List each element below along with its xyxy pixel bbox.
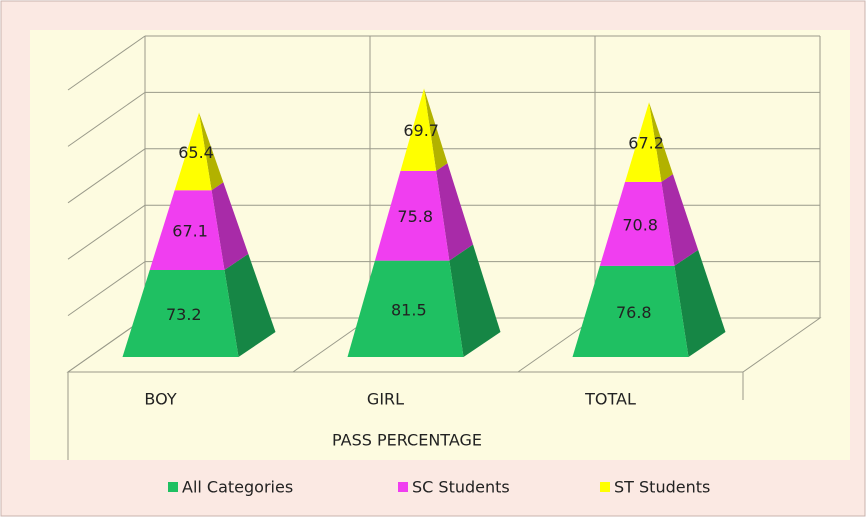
pyramid-front xyxy=(174,112,212,191)
grid-line xyxy=(67,261,146,317)
grid-line xyxy=(67,35,146,91)
pyramid-side xyxy=(424,88,448,171)
pyramid-front xyxy=(625,102,662,182)
pyramid-front xyxy=(572,265,689,357)
pyramid-side xyxy=(436,163,474,261)
pyramid-front xyxy=(599,181,675,266)
grid-line xyxy=(67,91,146,147)
legend-label: SC Students xyxy=(412,478,510,497)
data-label: 69.7 xyxy=(403,121,439,140)
x-tick-label: BOY xyxy=(144,390,176,409)
pyramid-front xyxy=(347,260,464,357)
pyramid-side xyxy=(674,249,726,357)
x-tick-label: TOTAL xyxy=(584,390,636,409)
pyramid-front xyxy=(400,88,437,171)
grid-line xyxy=(67,204,146,260)
data-label: 73.2 xyxy=(166,305,202,324)
data-label: 75.8 xyxy=(397,207,433,226)
legend-swatch xyxy=(398,482,408,492)
pyramid-side xyxy=(211,182,249,270)
data-label: 65.4 xyxy=(178,143,214,162)
pyramid-side xyxy=(224,253,276,357)
pyramid-front xyxy=(374,170,450,261)
legend-swatch xyxy=(600,482,610,492)
data-label: 81.5 xyxy=(391,300,427,319)
pyramid-side xyxy=(661,174,699,266)
data-label: 76.8 xyxy=(616,303,652,322)
legend-label: All Categories xyxy=(182,478,293,497)
pyramid-front xyxy=(122,269,239,357)
x-axis-label: PASS PERCENTAGE xyxy=(332,431,482,450)
legend-label: ST Students xyxy=(614,478,710,497)
grid-line xyxy=(67,148,146,204)
pyramid-side xyxy=(199,112,224,191)
x-tick-label: GIRL xyxy=(367,390,404,409)
pyramid-side xyxy=(449,244,501,357)
pyramid-side xyxy=(649,102,673,182)
data-label: 67.2 xyxy=(628,134,664,153)
data-label: 70.8 xyxy=(622,215,658,234)
legend-swatch xyxy=(168,482,178,492)
data-label: 67.1 xyxy=(172,222,208,241)
pyramid-front xyxy=(149,190,225,270)
